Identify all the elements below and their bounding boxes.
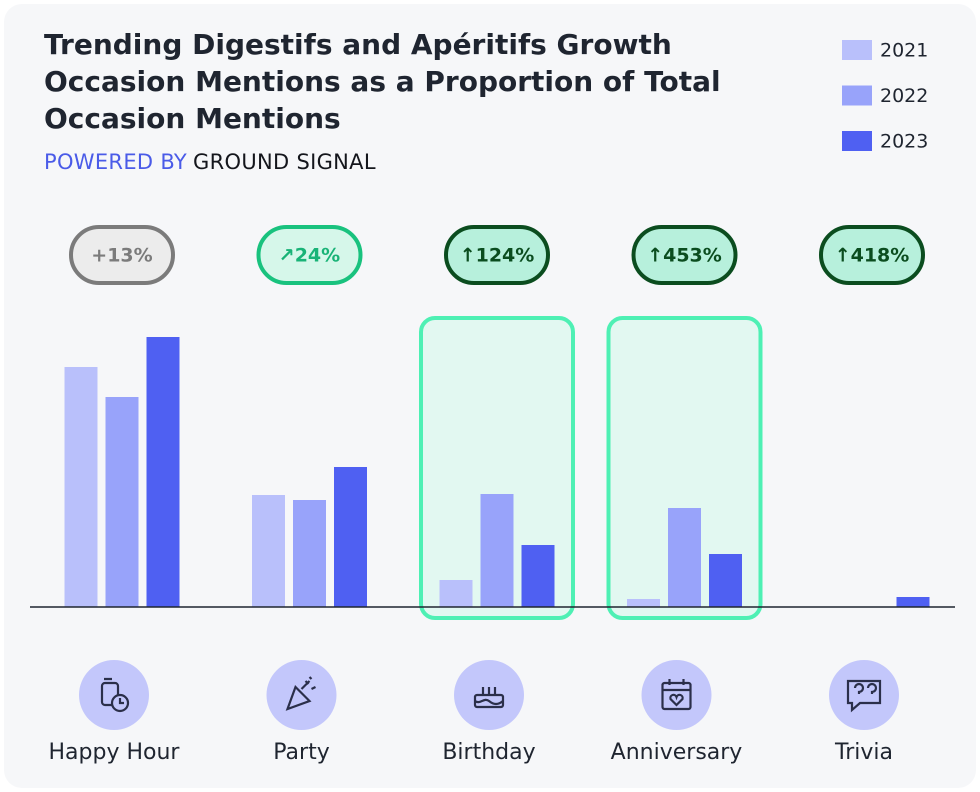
subtitle-part: POWERED BY [44,150,188,174]
category-icon [846,679,882,713]
legend-swatch [842,131,872,151]
legend-swatch [842,40,872,60]
bar [896,597,930,607]
highlight-box [606,316,763,620]
bar [252,495,285,607]
icon-part [846,679,882,713]
icon-part [661,681,692,711]
growth-badge [631,225,738,285]
bar [709,554,742,607]
icon-part [100,681,120,707]
x-tick-label: Anniversary [611,740,743,765]
icon-part [104,677,124,705]
x-tick-label: Party [273,740,329,765]
legend-label: 2021 [880,40,928,62]
category-icon-bg [79,660,149,730]
growth-label: ↑453% [647,245,722,267]
growth-badge [256,225,363,285]
bar [334,467,367,607]
growth-label: ↑124% [460,245,535,267]
x-tick-label: Birthday [442,740,535,765]
bar [521,545,555,607]
bar [627,599,660,607]
growth-badge [69,225,175,285]
x-tick-label: Happy Hour [49,740,181,765]
growth-label: ↗24% [279,245,340,267]
bar [480,494,514,607]
bar [64,367,98,607]
icon-part [853,682,878,694]
subtitle-part: GROUND SIGNAL [193,150,376,174]
growth-badge [444,225,550,285]
bar [439,580,473,607]
growth-label: ↑418% [835,245,910,267]
category-icon [473,687,505,709]
bar [146,337,180,607]
category-icon-bg [829,660,899,730]
chart-title: Trending Digestifs and Apéritifs Growth … [44,28,721,135]
x-tick-label: Trivia [834,740,893,765]
icon-part [662,679,691,707]
legend-swatch [842,85,872,106]
growth-badge [819,225,925,285]
subtitle: POWERED BY GROUND SIGNAL [44,150,376,174]
bar [668,508,701,607]
category-icon [661,679,692,711]
category-icon-bg [266,660,337,730]
bar [105,397,139,607]
growth-label: +13% [91,245,152,267]
category-icon [285,676,316,711]
legend-label: 2023 [880,131,928,153]
icon-part [285,676,316,711]
category-icon [100,677,130,713]
highlight-box [419,316,575,620]
icon-part [474,687,504,706]
bar [293,500,326,607]
legend-label: 2022 [880,85,928,107]
